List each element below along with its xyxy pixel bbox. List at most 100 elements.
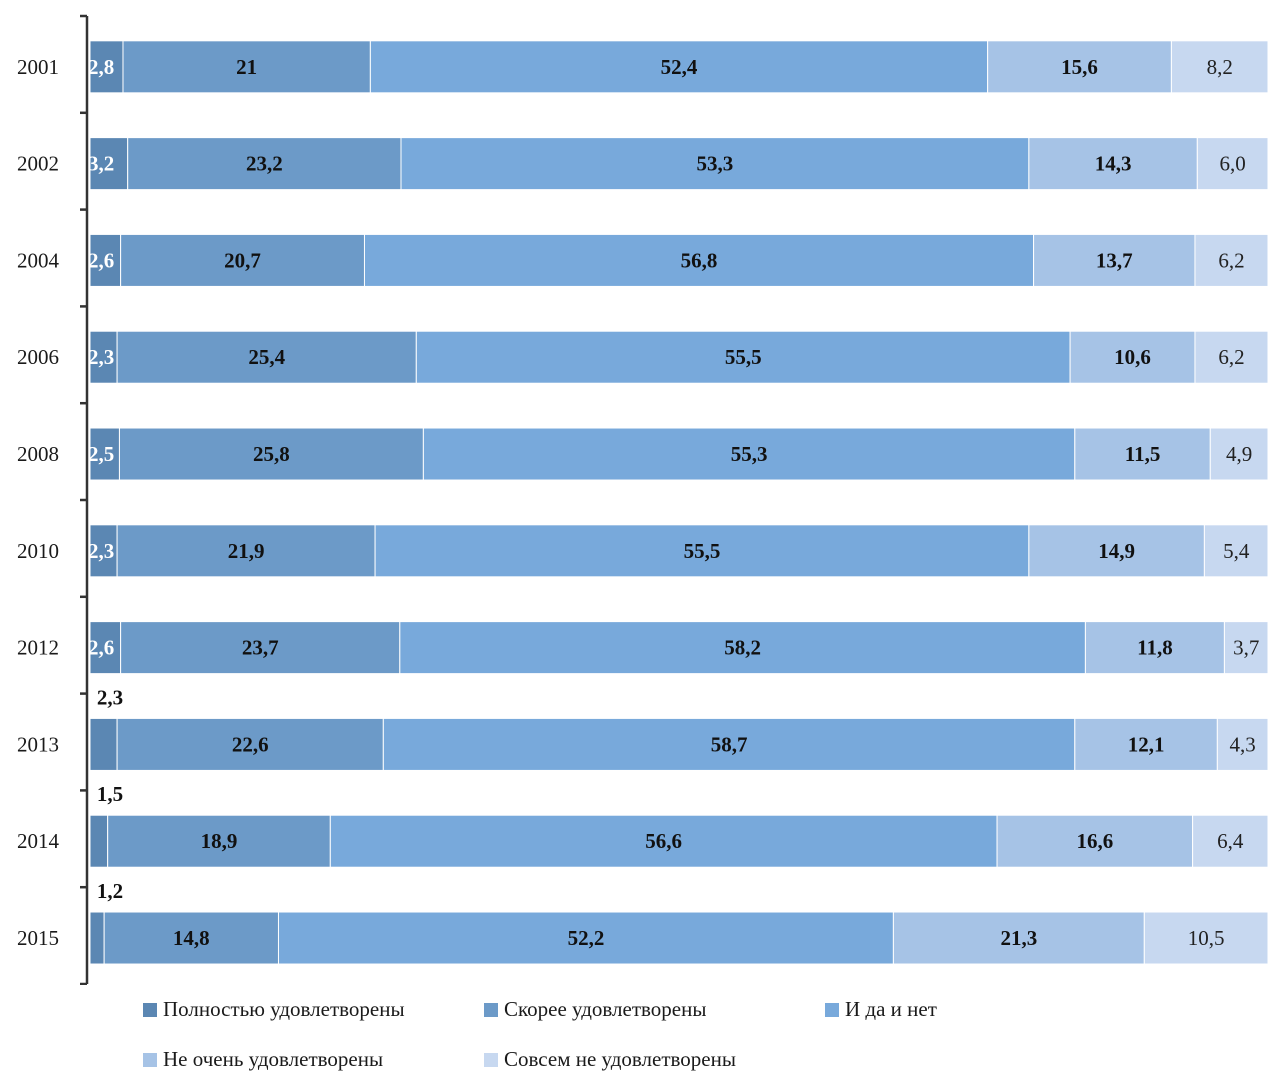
legend-swatch <box>825 1002 839 1017</box>
bar-segment <box>382 717 1076 771</box>
data-label: 58,7 <box>711 732 748 756</box>
data-label: 6,0 <box>1220 152 1246 176</box>
data-label: 20,7 <box>224 248 261 272</box>
data-label: 14,9 <box>1098 539 1135 563</box>
data-label: 21,3 <box>1000 926 1037 950</box>
legend: Полностью удовлетворены Скорее удовлетво… <box>0 985 1268 1071</box>
data-label: 52,4 <box>661 55 698 79</box>
bar-segment <box>415 330 1071 384</box>
data-label: 10,5 <box>1188 926 1225 950</box>
bar-segment <box>1223 621 1268 675</box>
bar-segment <box>422 427 1076 481</box>
category-label: 2001 <box>17 55 59 79</box>
bar-segment <box>996 814 1194 868</box>
data-label: 8,2 <box>1207 55 1233 79</box>
category-label: 2008 <box>17 442 59 466</box>
bar-segment <box>1216 717 1268 771</box>
bar-segment <box>1028 524 1205 578</box>
data-label: 11,5 <box>1125 442 1161 466</box>
data-label: 12,1 <box>1128 732 1165 756</box>
data-label: 2,6 <box>88 248 114 272</box>
bar-segment <box>1196 137 1268 191</box>
data-label: 6,2 <box>1218 345 1244 369</box>
bar-segment <box>1028 137 1198 191</box>
bar-segment <box>363 233 1035 287</box>
data-label: 21 <box>236 55 257 79</box>
data-label: 3,2 <box>88 152 114 176</box>
data-label: 13,7 <box>1096 248 1133 272</box>
data-label: 15,6 <box>1061 55 1098 79</box>
data-label: 52,2 <box>568 926 605 950</box>
data-label: 14,3 <box>1095 152 1132 176</box>
data-label: 6,4 <box>1217 829 1244 853</box>
data-label: 23,7 <box>242 636 279 660</box>
data-label: 56,8 <box>681 248 718 272</box>
bar-segment <box>89 717 118 771</box>
data-label: 21,9 <box>228 539 265 563</box>
data-label: 56,6 <box>645 829 682 853</box>
data-label: 25,4 <box>248 345 285 369</box>
data-label: 1,5 <box>97 782 123 806</box>
bar-segment <box>1033 233 1196 287</box>
data-label: 16,6 <box>1076 829 1113 853</box>
legend-swatch <box>143 1002 157 1017</box>
bar-segment <box>1143 911 1268 965</box>
data-label: 2,3 <box>88 345 114 369</box>
bar-segment <box>399 621 1086 675</box>
data-label: 22,6 <box>232 732 269 756</box>
bar-segment <box>89 40 124 94</box>
bar-segment <box>89 621 122 675</box>
bar-segment <box>89 233 122 287</box>
bar-segment <box>120 233 365 287</box>
bar-segment <box>892 911 1145 965</box>
data-label: 58,2 <box>724 636 761 660</box>
data-label: 25,8 <box>253 442 290 466</box>
bar-segment <box>1069 330 1196 384</box>
legend-swatch <box>484 1052 498 1067</box>
bar-segment <box>116 717 384 771</box>
legend-label: Совсем не удовлетворены <box>504 1047 736 1071</box>
bar-segment <box>89 427 120 481</box>
category-label: 2010 <box>17 539 59 563</box>
bar-segment <box>1170 40 1268 94</box>
bar-segment <box>116 330 417 384</box>
category-label: 2013 <box>17 732 59 756</box>
data-label: 5,4 <box>1223 539 1250 563</box>
category-label: 2002 <box>17 152 59 176</box>
legend-label: Скорее удовлетворены <box>504 997 707 1021</box>
stacked-bar-chart: 2001 2,8 21 52,4 15,6 8,2 2002 3,2 23,2 53,3 14,3 6… <box>17 14 1268 985</box>
category-label: 2004 <box>17 248 60 272</box>
data-label: 55,3 <box>731 442 768 466</box>
bar-segment <box>1084 621 1225 675</box>
bar-segment <box>277 911 894 965</box>
bar-segment <box>369 40 989 94</box>
bar-segment <box>116 524 376 578</box>
legend-item-skoree: Скорее удовлетворены <box>484 997 706 1022</box>
data-label: 18,9 <box>201 829 238 853</box>
bar-segment <box>1194 330 1268 384</box>
data-label: 55,5 <box>725 345 762 369</box>
data-label: 2,6 <box>88 636 114 660</box>
data-label: 1,2 <box>97 879 123 903</box>
legend-label: И да и нет <box>845 997 937 1021</box>
legend-label: Полностью удовлетворены <box>163 997 405 1021</box>
bar-segment <box>103 911 279 965</box>
data-label: 11,8 <box>1137 636 1173 660</box>
category-label: 2015 <box>17 926 59 950</box>
bar-segment <box>107 814 331 868</box>
data-label: 6,2 <box>1218 248 1244 272</box>
legend-item-sovsem-ne: Совсем не удовлетворены <box>484 1047 736 1072</box>
category-label: 2012 <box>17 636 59 660</box>
legend-swatch <box>484 1002 498 1017</box>
bar-segment <box>120 621 401 675</box>
bar-segment <box>400 137 1030 191</box>
data-label: 2,3 <box>97 685 123 709</box>
bar-segment <box>89 814 109 868</box>
legend-item-i-da-i-net: И да и нет <box>825 997 937 1022</box>
data-label: 55,5 <box>684 539 721 563</box>
bar-segment <box>127 137 402 191</box>
data-label: 2,3 <box>88 539 114 563</box>
data-label: 10,6 <box>1114 345 1151 369</box>
legend-label: Не очень удовлетворены <box>163 1047 384 1071</box>
bar-segment <box>987 40 1172 94</box>
